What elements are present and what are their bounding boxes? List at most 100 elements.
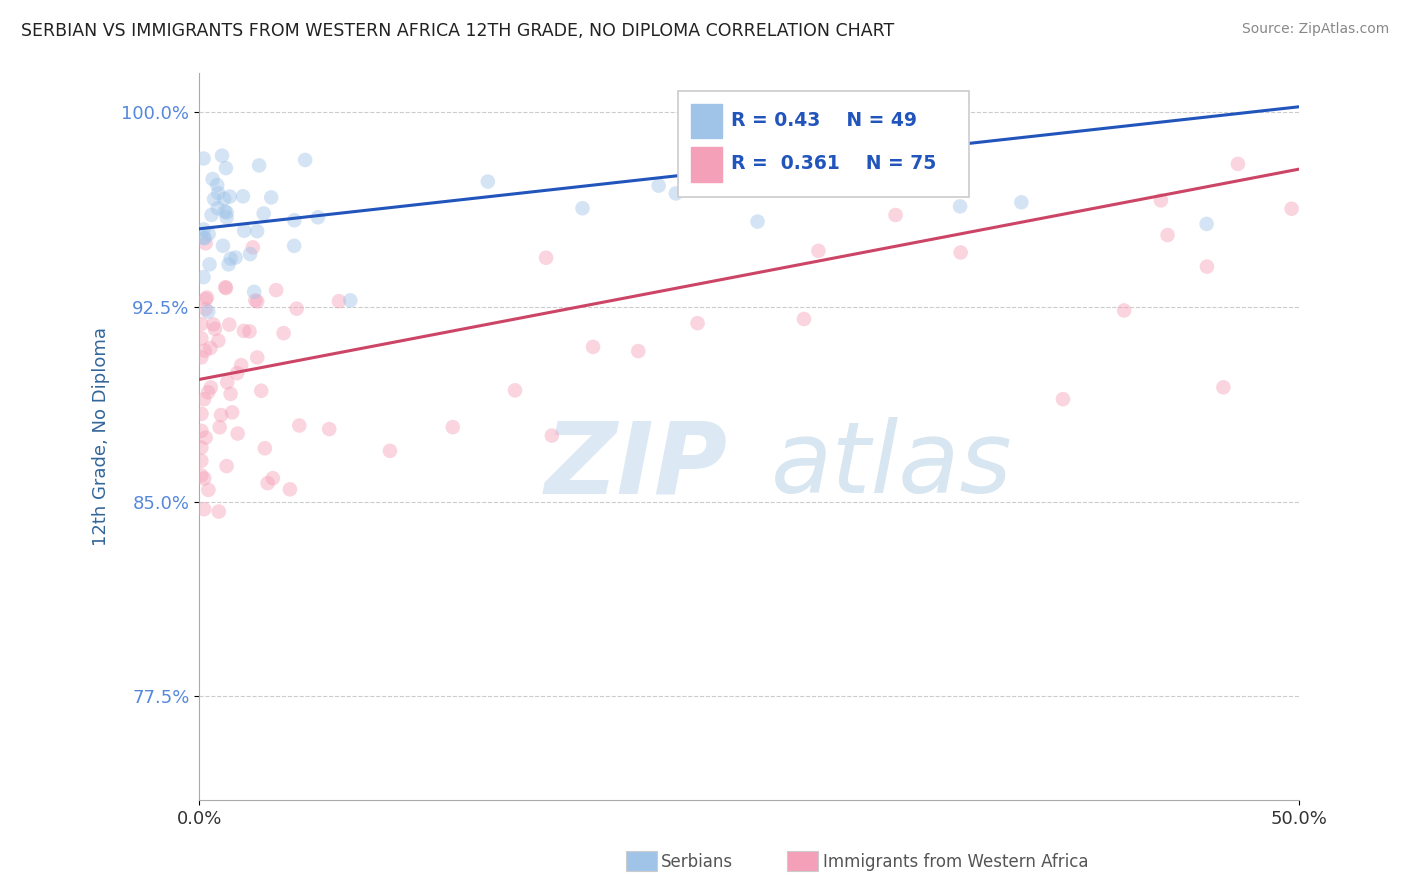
Point (200, 208, 222, 222)
Point (339, 293, 361, 308)
Point (194, 343, 217, 358)
Point (503, 384, 526, 398)
Point (208, 420, 231, 434)
Point (307, 211, 329, 225)
Text: Serbians: Serbians (661, 853, 733, 871)
Point (232, 324, 254, 338)
Point (1114, 303, 1136, 318)
Point (207, 334, 229, 348)
Point (231, 358, 253, 372)
Point (283, 213, 305, 227)
Point (1052, 392, 1074, 406)
Point (253, 206, 276, 220)
Point (207, 186, 229, 200)
Point (534, 251, 557, 265)
Point (665, 186, 688, 201)
Text: ZIP: ZIP (544, 417, 727, 514)
Point (190, 424, 212, 438)
Point (378, 443, 401, 458)
Point (194, 292, 217, 306)
Point (202, 192, 225, 206)
Point (1195, 260, 1218, 274)
Point (214, 280, 236, 294)
Point (197, 304, 219, 318)
Y-axis label: 12th Grade, No Diploma: 12th Grade, No Diploma (93, 327, 110, 546)
Point (200, 341, 222, 355)
Point (211, 148, 233, 162)
Point (288, 418, 311, 433)
Point (949, 245, 972, 260)
Point (1281, 202, 1303, 216)
Point (1212, 380, 1234, 394)
Point (193, 471, 215, 485)
Point (752, 152, 775, 166)
Point (212, 192, 235, 206)
Point (190, 407, 212, 421)
Point (194, 431, 217, 445)
Text: Source: ZipAtlas.com: Source: ZipAtlas.com (1241, 22, 1389, 37)
Point (242, 240, 264, 254)
Bar (690, 147, 721, 182)
Point (239, 247, 262, 261)
Text: R = 0.43    N = 49: R = 0.43 N = 49 (731, 111, 917, 129)
Point (193, 502, 215, 516)
Point (793, 312, 815, 326)
Point (865, 136, 887, 150)
Point (193, 231, 215, 245)
Point (260, 190, 283, 204)
Point (1010, 195, 1032, 210)
Point (218, 189, 240, 203)
Point (1195, 217, 1218, 231)
Point (219, 252, 242, 266)
Point (208, 505, 231, 519)
Point (246, 294, 269, 309)
Point (226, 366, 249, 380)
Point (212, 239, 235, 253)
Point (215, 211, 238, 225)
Point (215, 205, 238, 219)
Point (884, 208, 907, 222)
Point (226, 426, 249, 441)
Point (278, 483, 301, 497)
Point (209, 408, 232, 422)
Point (193, 270, 215, 285)
Point (686, 316, 709, 330)
Point (197, 227, 219, 241)
Point (194, 236, 217, 251)
Point (328, 294, 350, 309)
Point (190, 454, 212, 468)
Point (728, 157, 751, 171)
Point (540, 428, 562, 442)
Point (273, 326, 295, 340)
Point (215, 281, 238, 295)
Point (238, 325, 260, 339)
Point (283, 239, 305, 253)
Point (218, 257, 240, 271)
Point (264, 283, 287, 297)
Point (201, 172, 224, 186)
Point (245, 293, 267, 308)
Point (193, 392, 215, 407)
Text: SERBIAN VS IMMIGRANTS FROM WESTERN AFRICA 12TH GRADE, NO DIPLOMA CORRELATION CHA: SERBIAN VS IMMIGRANTS FROM WESTERN AFRIC… (21, 22, 894, 40)
Point (193, 152, 215, 166)
Point (807, 244, 830, 258)
Point (218, 318, 240, 332)
Point (202, 318, 225, 332)
FancyBboxPatch shape (678, 91, 969, 196)
Point (949, 199, 972, 213)
Point (1150, 194, 1173, 208)
Point (233, 224, 256, 238)
Bar (690, 103, 721, 138)
Point (204, 322, 226, 336)
Point (707, 127, 730, 141)
Point (243, 285, 266, 299)
Point (217, 375, 239, 389)
Point (1226, 157, 1249, 171)
Point (747, 214, 769, 228)
Point (215, 161, 238, 175)
Point (190, 317, 212, 331)
Point (215, 459, 238, 474)
Point (190, 331, 212, 345)
Point (200, 380, 222, 394)
Point (647, 178, 669, 193)
